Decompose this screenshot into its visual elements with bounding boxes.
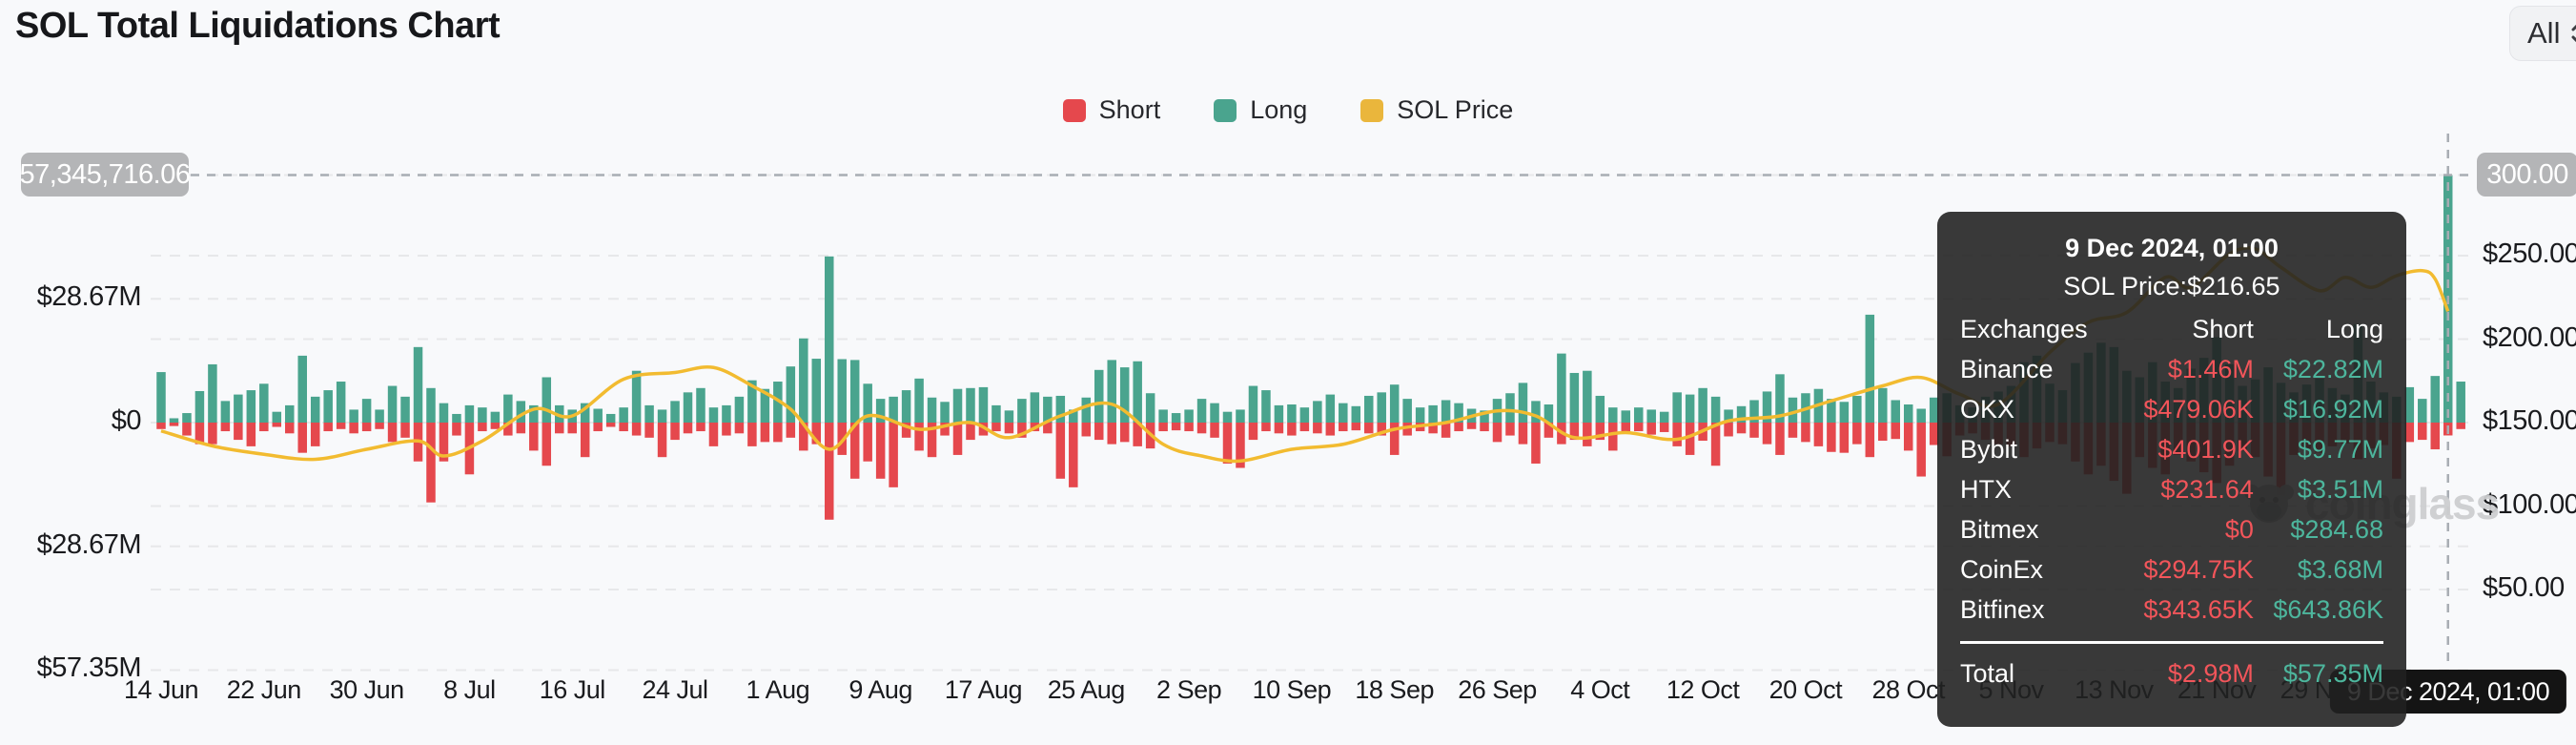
tooltip-long-value: $22.82M [2282,355,2383,383]
time-range-button[interactable]: All [2509,6,2576,61]
tooltip-exchange-name: CoinEx [1960,555,2044,584]
x-axis-tick: 8 Jul [443,675,496,704]
left-axis-tick: $28.67M [36,281,142,313]
tooltip-sol-price: SOL Price:$216.65 [2063,272,2280,300]
x-axis-tick: 4 Oct [1570,675,1630,704]
x-axis-tick: 9 Aug [848,675,912,704]
crosshair-value-badge: 57,345,716.06 [20,153,191,197]
x-axis-tick: 24 Jul [642,675,709,704]
time-range-label: All [2527,16,2561,50]
tooltip-short-value: $401.9K [2157,435,2254,464]
x-axis-tick: 22 Jun [226,675,302,704]
right-axis-tick: $100.00 [2483,488,2576,520]
left-axis-tick: $0 [111,405,142,436]
x-axis-tick: 16 Jul [539,675,606,704]
tooltip-exchange-name: Bybit [1960,435,2018,464]
page-title: SOL Total Liquidations Chart [15,6,501,46]
x-axis-tick: 18 Sep [1355,675,1434,704]
chart-legend: Short Long SOL Price [0,95,2576,125]
tooltip-exchange-name: Bitmex [1960,515,2039,544]
tooltip-exchange-row: Bitmex $0 $284.68 [1960,509,2383,549]
tooltip-exchange-row: OKX $479.06K $16.92M [1960,389,2383,429]
x-axis-tick: 17 Aug [944,675,1023,704]
x-axis-tick: 14 Jun [123,675,199,704]
x-axis-tick: 26 Sep [1458,675,1537,704]
tooltip-exchange-name: Binance [1960,355,2054,383]
tooltip-short-value: $0 [2224,515,2254,544]
right-axis-tick: $200.00 [2483,321,2576,353]
tooltip-exchange-name: HTX [1960,475,2012,504]
x-axis-tick: 30 Jun [329,675,405,704]
legend-item-short[interactable]: Short [1062,95,1161,125]
tooltip-short-value: $343.65K [2143,595,2254,624]
tooltip-short-value: $294.75K [2143,555,2254,584]
tooltip-exchange-name: OKX [1960,395,2015,424]
tooltip-exchange-row: Binance $1.46M $22.82M [1960,349,2383,389]
right-axis-tick: $150.00 [2483,405,2576,436]
x-axis-tick: 28 Oct [1871,675,1946,704]
x-axis-tick: 10 Sep [1252,675,1332,704]
legend-item-sol-price[interactable]: SOL Price [1360,95,1513,125]
tooltip-total-short: $2.98M [2167,659,2254,688]
right-axis-tick: $250.00 [2483,238,2576,269]
tooltip-short-value: $231.64 [2160,475,2254,504]
tooltip-header-row: Exchanges Short Long [1960,309,2383,349]
tooltip-long-value: $16.92M [2282,395,2383,424]
x-axis-tick: 25 Aug [1047,675,1126,704]
tooltip-total-label: Total [1960,659,2015,688]
tooltip-total-long: $57.35M [2282,659,2383,688]
right-axis-tick: $50.00 [2483,572,2565,603]
tooltip-long-value: $284.68 [2290,515,2383,544]
left-axis-tick: $57.35M [36,652,142,684]
legend-item-long[interactable]: Long [1214,95,1307,125]
tooltip-exchange-row: CoinEx $294.75K $3.68M [1960,549,2383,590]
tooltip-long-value: $9.77M [2297,435,2383,464]
tooltip-total-row: Total $2.98M $57.35M [1960,653,2383,693]
crosshair-price-badge: 300.00 [2477,153,2576,197]
tooltip-short-value: $479.06K [2143,395,2254,424]
tooltip-exchange-row: Bybit $401.9K $9.77M [1960,429,2383,469]
tooltip-divider [1960,641,2383,644]
tooltip-col-long: Long [2325,315,2383,343]
tooltip-long-value: $3.68M [2297,555,2383,584]
x-axis-tick: 2 Sep [1156,675,1222,704]
long-swatch-icon [1214,98,1237,122]
x-axis-tick: 1 Aug [746,675,810,704]
x-axis-tick: 12 Oct [1666,675,1740,704]
legend-label-long: Long [1250,95,1308,124]
tooltip-date: 9 Dec 2024, 01:00 [2065,234,2279,262]
legend-label-short: Short [1098,95,1161,124]
tooltip-short-value: $1.46M [2167,355,2254,383]
x-axis-tick: 20 Oct [1768,675,1843,704]
tooltip-col-exchanges: Exchanges [1960,315,2088,343]
tooltip-exchange-row: HTX $231.64 $3.51M [1960,469,2383,509]
tooltip-exchange-row: Bitfinex $343.65K $643.86K [1960,590,2383,630]
tooltip-col-short: Short [2192,315,2254,343]
chart-tooltip: 9 Dec 2024, 01:00 SOL Price:$216.65 Exch… [1937,212,2406,727]
short-swatch-icon [1062,98,1086,122]
tooltip-long-value: $3.51M [2297,475,2383,504]
tooltip-exchange-name: Bitfinex [1960,595,2045,624]
sol-price-swatch-icon [1360,98,1384,122]
legend-label-sol-price: SOL Price [1397,95,1514,124]
left-axis-tick: $28.67M [36,528,142,560]
tooltip-long-value: $643.86K [2273,595,2383,624]
